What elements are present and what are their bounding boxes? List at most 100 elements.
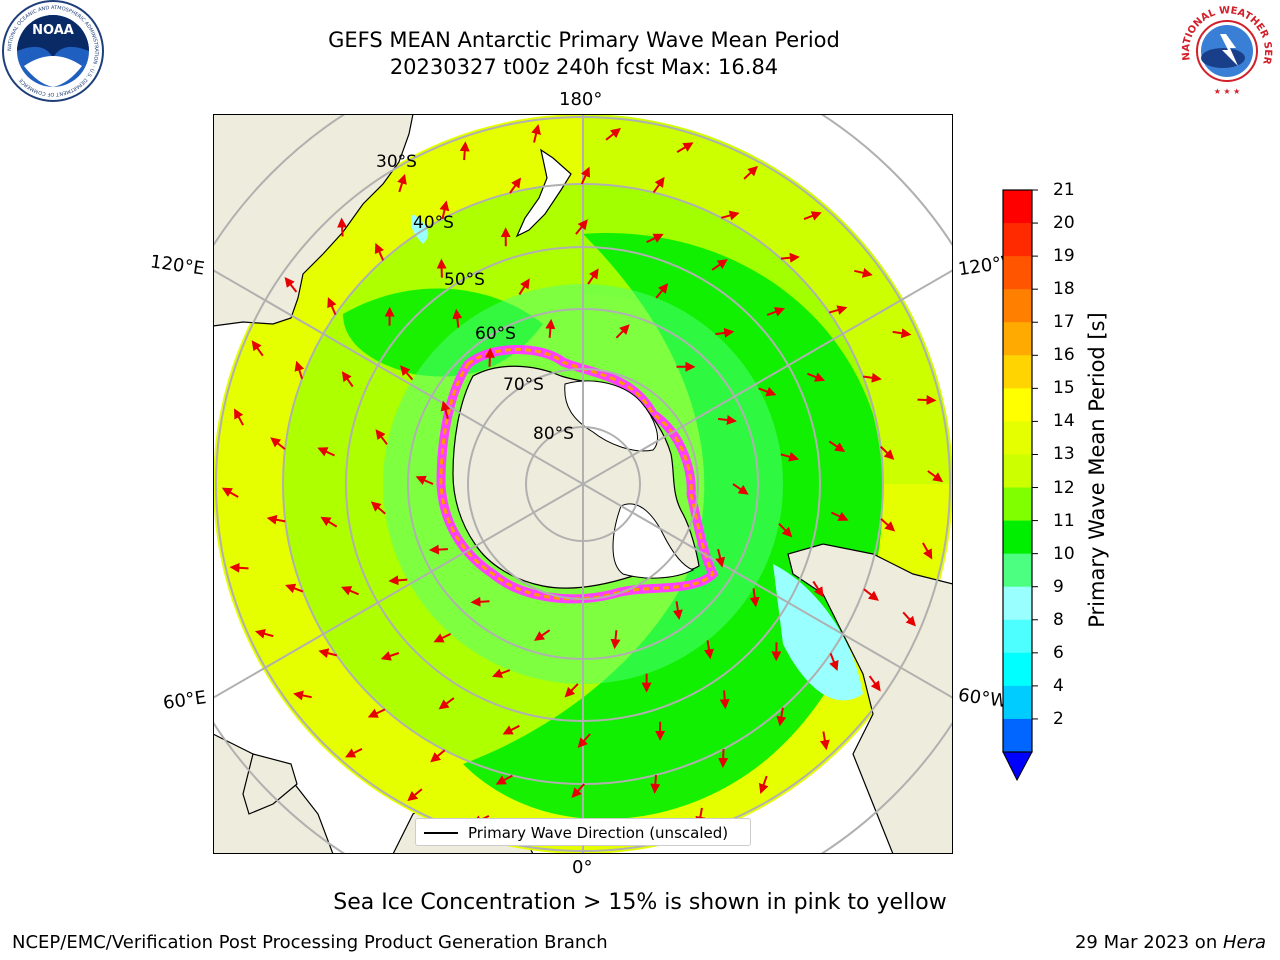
colorbar-tick-label: 15 bbox=[1053, 378, 1075, 399]
sea-ice-edge bbox=[436, 345, 719, 604]
wave-arrow bbox=[828, 440, 846, 452]
wave-arrow bbox=[564, 683, 579, 698]
wave-arrow bbox=[484, 347, 495, 367]
colorbar-cell bbox=[1003, 553, 1032, 588]
nws-logo: NATIONAL WEATHER SERVICE ★ ★ ★ bbox=[1176, 0, 1276, 100]
colorbar-cell bbox=[1003, 685, 1032, 720]
wave-arrow bbox=[758, 386, 777, 397]
credit-host: Hera bbox=[1222, 932, 1266, 953]
wave-arrow bbox=[341, 371, 354, 388]
wave-arrow bbox=[452, 308, 463, 328]
lat-label-80s: 80°S bbox=[533, 424, 574, 444]
map-legend: Primary Wave Direction (unscaled) bbox=[415, 818, 751, 846]
wave-arrow bbox=[341, 586, 359, 596]
wave-arrow bbox=[721, 210, 740, 221]
wave-arrow bbox=[718, 749, 729, 768]
wave-arrow bbox=[229, 562, 249, 573]
wave-arrow bbox=[266, 514, 286, 525]
wave-arrow bbox=[495, 774, 513, 785]
wave-arrow bbox=[388, 575, 408, 586]
wave-arrow bbox=[428, 544, 448, 555]
wave-arrow bbox=[917, 395, 937, 406]
colorbar-cell bbox=[1003, 718, 1032, 753]
colorbar-cell bbox=[1003, 619, 1032, 654]
wave-arrow bbox=[717, 415, 737, 425]
colorbar-tick-label: 8 bbox=[1053, 609, 1064, 630]
wave-arrow bbox=[492, 668, 511, 678]
colorbar-tick-label: 16 bbox=[1053, 345, 1075, 366]
wave-arrow bbox=[610, 630, 621, 650]
colorbar-cell bbox=[1003, 652, 1032, 687]
wave-arrow bbox=[732, 483, 749, 495]
wave-arrow bbox=[807, 372, 826, 382]
wave-arrow bbox=[676, 142, 694, 153]
wave-arrow bbox=[433, 633, 452, 643]
wave-arrow bbox=[605, 127, 621, 141]
colorbar-cell bbox=[1003, 487, 1032, 522]
wave-arrow bbox=[415, 475, 434, 485]
colorbar-cell bbox=[1003, 388, 1032, 422]
wave-arrow bbox=[284, 276, 298, 293]
wave-arrow bbox=[459, 141, 470, 161]
colorbar-cell bbox=[1003, 289, 1032, 323]
wave-arrow bbox=[293, 690, 312, 701]
wave-arrow bbox=[254, 628, 274, 639]
colorbar-tick-label: 18 bbox=[1053, 279, 1075, 300]
colorbar-tick-label: 4 bbox=[1053, 675, 1064, 696]
wave-arrow bbox=[545, 318, 556, 338]
wave-arrow bbox=[922, 542, 933, 560]
wave-arrow bbox=[704, 640, 714, 660]
wave-arrow bbox=[251, 340, 264, 357]
colorbar-tick-label: 19 bbox=[1053, 246, 1075, 267]
wave-arrow bbox=[400, 365, 414, 381]
wave-arrow bbox=[294, 360, 305, 380]
colorbar-tick-label: 20 bbox=[1053, 213, 1075, 234]
wave-arrow bbox=[575, 219, 588, 235]
wave-arrow bbox=[270, 437, 286, 450]
wave-arrow bbox=[440, 400, 451, 420]
wave-arrow bbox=[407, 788, 423, 802]
colorbar-cell bbox=[1003, 223, 1032, 257]
lon-label-0: 0° bbox=[572, 857, 593, 878]
wave-arrow bbox=[375, 429, 388, 445]
wave-arrow bbox=[345, 748, 363, 758]
wave-arrow bbox=[320, 516, 338, 528]
colorbar-tick-label: 13 bbox=[1053, 444, 1075, 465]
colorbar-cell bbox=[1003, 322, 1032, 356]
chart-title: GEFS MEAN Antarctic Primary Wave Mean Pe… bbox=[328, 28, 840, 52]
wave-arrow bbox=[927, 470, 944, 483]
lat-label-30s: 30°S bbox=[376, 152, 417, 172]
map-frame bbox=[213, 114, 953, 854]
wave-arrow bbox=[743, 165, 758, 180]
wave-arrow bbox=[367, 708, 386, 718]
wave-arrow bbox=[880, 518, 896, 532]
wave-arrow bbox=[863, 588, 879, 601]
legend-label: Primary Wave Direction (unscaled) bbox=[468, 824, 729, 842]
lon-label-180: 180° bbox=[559, 89, 603, 110]
lat-label-40s: 40°S bbox=[413, 213, 454, 233]
wave-arrow bbox=[749, 588, 760, 608]
lat-label-60s: 60°S bbox=[475, 324, 516, 344]
colorbar bbox=[1002, 189, 1038, 782]
wave-arrow bbox=[221, 487, 239, 498]
wave-arrow bbox=[439, 200, 450, 220]
wave-arrow bbox=[766, 307, 785, 317]
wave-arrow bbox=[337, 217, 348, 237]
wave-arrow bbox=[587, 268, 599, 285]
colorbar-cell bbox=[1003, 454, 1032, 489]
wave-arrow bbox=[711, 259, 728, 271]
wave-arrow bbox=[430, 749, 446, 763]
wave-arrow bbox=[862, 372, 882, 383]
colorbar-cell bbox=[1003, 190, 1032, 224]
wave-arrow bbox=[531, 124, 541, 143]
wave-arrow bbox=[778, 523, 793, 538]
colorbar-tick-label: 12 bbox=[1053, 477, 1075, 498]
colorbar-cell bbox=[1003, 520, 1032, 555]
wave-arrow bbox=[868, 675, 881, 692]
wave-arrow bbox=[533, 629, 551, 641]
wave-arrow bbox=[518, 278, 530, 295]
wave-arrow bbox=[828, 305, 848, 315]
wave-arrow bbox=[880, 445, 895, 460]
colorbar-cell bbox=[1003, 586, 1032, 621]
wave-arrow bbox=[380, 651, 400, 661]
